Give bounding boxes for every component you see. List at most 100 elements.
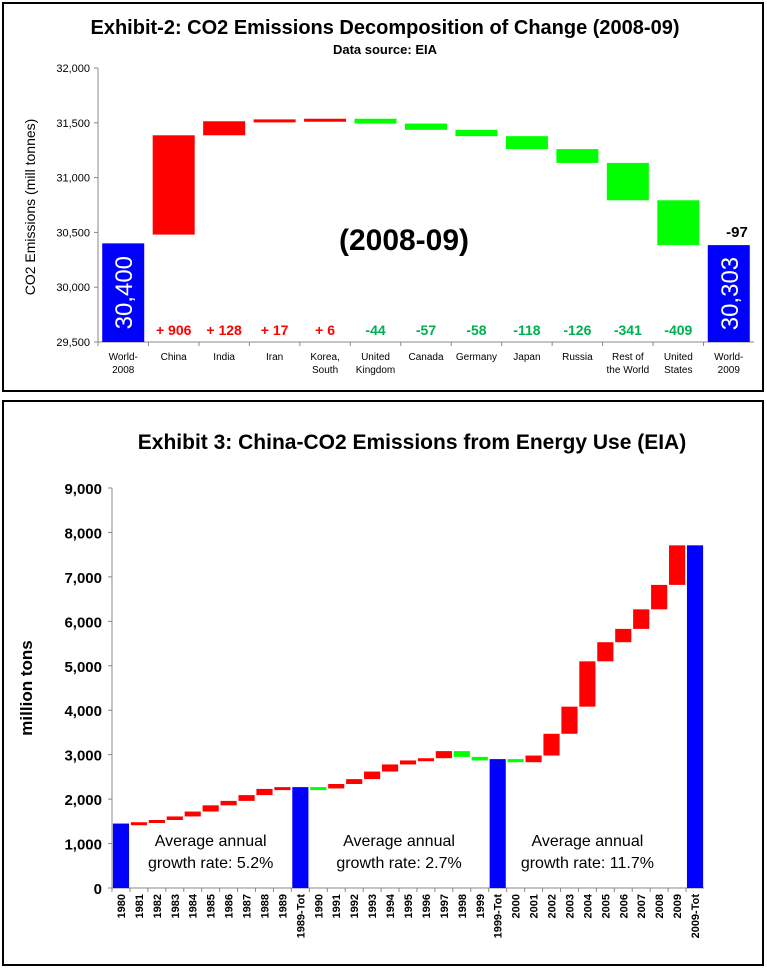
x-tick-label: 1986 bbox=[224, 894, 236, 918]
x-tick-label: 2000 bbox=[511, 894, 523, 918]
x-tick-label: Korea, South bbox=[310, 352, 339, 376]
x-tick-label: 1994 bbox=[385, 893, 397, 918]
change-bar bbox=[471, 756, 488, 761]
change-value-label: -126 bbox=[563, 322, 591, 338]
x-tick-label: 1999-Tot bbox=[493, 894, 505, 939]
change-bar bbox=[597, 642, 614, 662]
y-axis-label: CO2 Emissions (mill tonnes) bbox=[22, 119, 38, 296]
change-bar bbox=[525, 755, 542, 763]
y-axis-label: million tons bbox=[17, 640, 36, 735]
change-bar bbox=[166, 816, 183, 820]
x-tick-label: 2009-Tot bbox=[690, 894, 702, 939]
change-bar bbox=[615, 628, 632, 643]
exhibit-2-chart: Exhibit-2: CO2 Emissions Decomposition o… bbox=[22, 17, 754, 376]
x-tick-label: World-2008 bbox=[109, 352, 138, 376]
x-tick-label: 2005 bbox=[600, 894, 612, 918]
x-tick-label: 1997 bbox=[439, 894, 451, 918]
x-tick-label: 1989 bbox=[277, 894, 289, 918]
y-tick-label: 32,000 bbox=[56, 63, 90, 75]
x-tick-label: 1988 bbox=[259, 894, 271, 918]
x-tick-label: 1996 bbox=[421, 894, 433, 918]
change-bar bbox=[202, 805, 219, 812]
growth-note-line2: growth rate: 2.7% bbox=[336, 855, 461, 872]
change-bar bbox=[148, 820, 165, 823]
y-tick-label: 8,000 bbox=[64, 525, 102, 542]
x-tick-label: 1999 bbox=[475, 894, 487, 918]
x-tick-label: 1982 bbox=[152, 894, 164, 918]
change-value-label: -341 bbox=[614, 322, 642, 338]
y-tick-label: 5,000 bbox=[64, 659, 102, 676]
y-tick-label: 30,000 bbox=[56, 282, 90, 294]
x-tick-label: 2006 bbox=[618, 894, 630, 918]
change-bar bbox=[455, 129, 498, 137]
y-tick-label: 3,000 bbox=[64, 748, 102, 765]
period-annotation: (2008-09) bbox=[339, 224, 469, 257]
change-bar bbox=[417, 758, 435, 762]
y-tick-label: 29,500 bbox=[56, 337, 90, 349]
total-value-label: 30,400 bbox=[111, 256, 138, 329]
x-tick-label: World-2009 bbox=[714, 352, 743, 376]
chart-subtitle: Data source: EIA bbox=[333, 42, 438, 57]
y-tick-label: 0 bbox=[94, 881, 102, 898]
total-change-label: -97 bbox=[726, 224, 748, 241]
change-value-label: -58 bbox=[466, 322, 486, 338]
x-tick-label: 1991 bbox=[331, 894, 343, 918]
x-tick-label: 1998 bbox=[457, 894, 469, 918]
change-bar bbox=[399, 760, 417, 765]
change-bar bbox=[657, 200, 700, 246]
x-tick-label: China bbox=[161, 352, 188, 363]
y-tick-label: 7,000 bbox=[64, 570, 102, 587]
change-bar bbox=[556, 149, 599, 163]
total-bar bbox=[707, 245, 750, 342]
x-tick-label: 1984 bbox=[188, 893, 200, 918]
growth-note-line2: growth rate: 11.7% bbox=[521, 855, 654, 872]
exhibit-3-chart: Exhibit 3: China-CO2 Emissions from Ener… bbox=[17, 431, 704, 939]
y-tick-label: 4,000 bbox=[64, 703, 102, 720]
total-bar bbox=[112, 823, 130, 888]
x-tick-label: 1992 bbox=[349, 894, 361, 918]
change-bar bbox=[633, 609, 650, 629]
x-tick-label: 2004 bbox=[582, 893, 594, 918]
change-bar bbox=[184, 811, 201, 817]
total-bar bbox=[292, 787, 309, 888]
chart-title: Exhibit-2: CO2 Emissions Decomposition o… bbox=[90, 17, 679, 39]
change-bar bbox=[669, 545, 686, 585]
change-value-label: + 128 bbox=[206, 322, 242, 338]
y-tick-label: 9,000 bbox=[64, 481, 102, 498]
change-value-label: -44 bbox=[365, 322, 385, 338]
x-tick-label: 1990 bbox=[313, 894, 325, 918]
x-tick-label: Rest of the World bbox=[607, 352, 650, 376]
x-tick-label: Japan bbox=[513, 352, 540, 363]
change-bar bbox=[354, 118, 397, 124]
change-bar bbox=[130, 822, 147, 826]
x-tick-label: 1989-Tot bbox=[295, 894, 307, 939]
change-bar bbox=[543, 733, 560, 756]
growth-note-line2: growth rate: 5.2% bbox=[148, 855, 273, 872]
x-tick-label: 2003 bbox=[564, 894, 576, 918]
x-tick-label: India bbox=[213, 352, 235, 363]
change-bar bbox=[328, 784, 345, 789]
change-bar bbox=[579, 661, 596, 707]
x-tick-label: Russia bbox=[562, 352, 593, 363]
total-bar bbox=[489, 759, 506, 888]
change-bar bbox=[405, 123, 447, 130]
change-bar bbox=[561, 706, 578, 734]
x-tick-label: 1983 bbox=[170, 894, 182, 918]
change-bar bbox=[346, 779, 363, 784]
change-value-label: + 906 bbox=[156, 322, 192, 338]
change-bar bbox=[507, 759, 524, 763]
y-tick-label: 1,000 bbox=[64, 837, 102, 854]
change-bar bbox=[253, 119, 296, 123]
y-tick-label: 31,000 bbox=[56, 173, 90, 185]
x-tick-label: 2002 bbox=[547, 894, 559, 918]
change-bar bbox=[238, 795, 255, 801]
x-tick-label: Iran bbox=[266, 352, 283, 363]
change-bar bbox=[256, 788, 273, 796]
exhibit-2-panel: Exhibit-2: CO2 Emissions Decomposition o… bbox=[2, 2, 764, 392]
x-tick-label: 2009 bbox=[672, 894, 684, 918]
change-bar bbox=[220, 800, 237, 806]
x-tick-label: 1987 bbox=[242, 894, 254, 918]
x-tick-label: 1980 bbox=[116, 894, 128, 918]
y-tick-label: 30,500 bbox=[56, 227, 90, 239]
x-tick-label: Canada bbox=[408, 352, 443, 363]
